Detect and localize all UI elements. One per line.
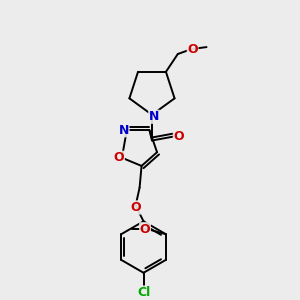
Text: Cl: Cl bbox=[137, 286, 150, 299]
Text: N: N bbox=[149, 110, 159, 123]
Text: O: O bbox=[140, 223, 150, 236]
Text: O: O bbox=[187, 43, 198, 56]
Text: N: N bbox=[118, 124, 129, 137]
Text: O: O bbox=[114, 151, 124, 164]
Text: O: O bbox=[173, 130, 184, 143]
Text: O: O bbox=[130, 201, 141, 214]
